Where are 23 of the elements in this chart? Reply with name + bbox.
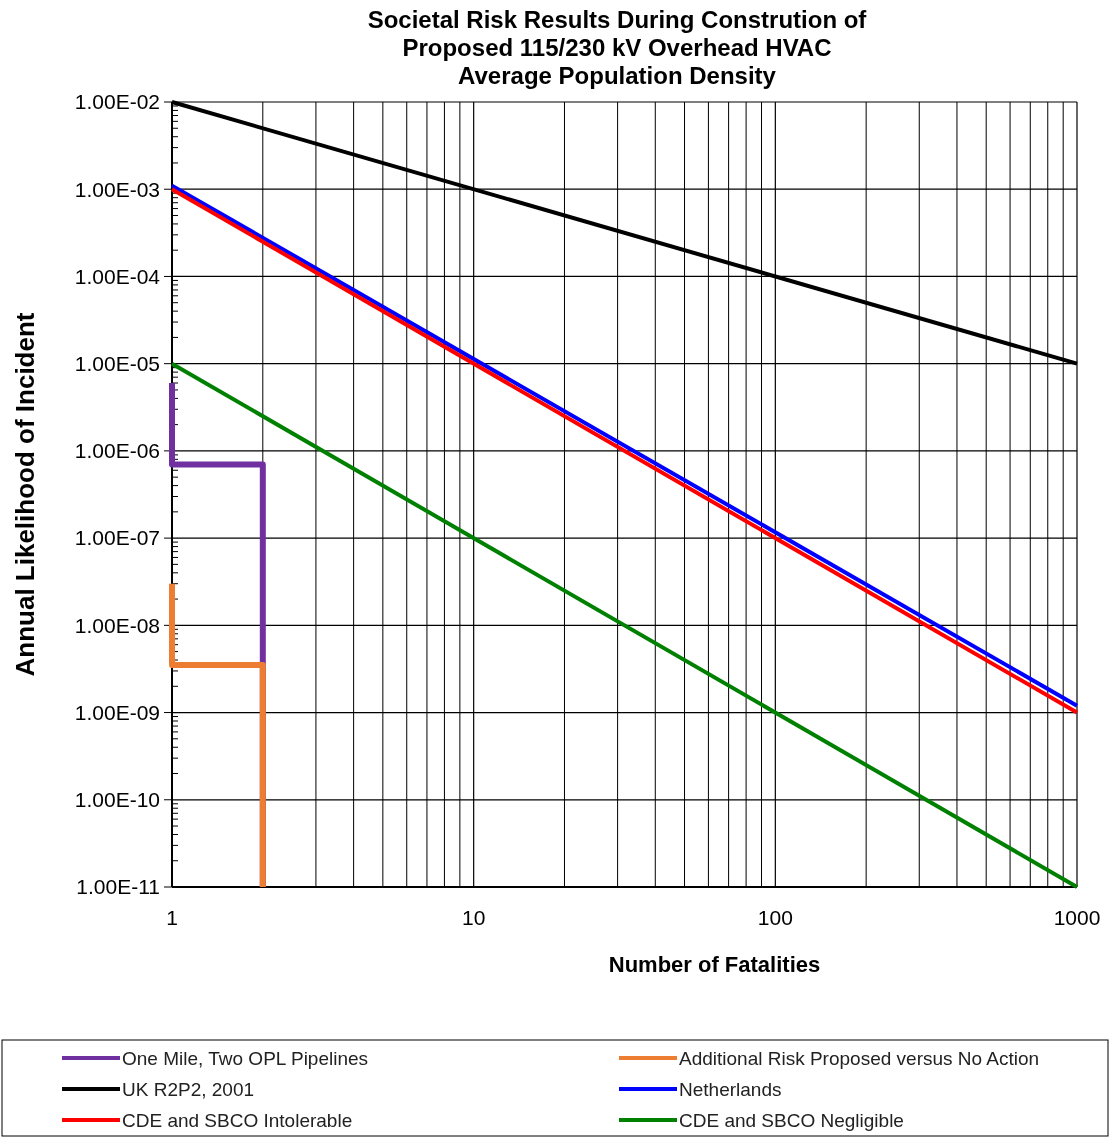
y-tick-label: 1.00E-07 [74, 526, 160, 550]
y-tick-label: 1.00E-02 [74, 90, 160, 114]
y-tick-label: 1.00E-09 [74, 700, 160, 724]
y-tick-label: 1.00E-08 [74, 613, 160, 637]
x-tick-label: 1 [166, 906, 178, 929]
y-axis-title: Annual Likelihood of Incident [10, 312, 40, 677]
y-tick-label: 1.00E-04 [74, 264, 161, 288]
legend-label: Additional Risk Proposed versus No Action [679, 1047, 1040, 1069]
legend-label: One Mile, Two OPL Pipelines [122, 1047, 369, 1069]
x-axis-title: Number of Fatalities [608, 952, 821, 977]
y-tick-label: 1.00E-06 [74, 439, 160, 463]
x-tick-label: 1000 [1053, 906, 1101, 929]
x-tick-label: 100 [757, 906, 793, 929]
legend-label: CDE and SBCO Intolerable [122, 1109, 353, 1131]
legend-label: UK R2P2, 2001 [122, 1078, 255, 1100]
chart-title: Societal Risk Results During Constrution of Proposed 115/230 kV Overhead HVAC Average Population Density [367, 6, 868, 89]
legend-label: Netherlands [679, 1078, 782, 1100]
x-tick-label: 10 [461, 906, 486, 929]
y-tick-label: 1.00E-03 [74, 177, 160, 201]
legend-label: CDE and SBCO Negligible [679, 1109, 904, 1131]
y-tick-label: 1.00E-05 [74, 352, 160, 376]
y-tick-label: 1.00E-11 [76, 875, 160, 899]
y-tick-label: 1.00E-10 [74, 788, 160, 812]
